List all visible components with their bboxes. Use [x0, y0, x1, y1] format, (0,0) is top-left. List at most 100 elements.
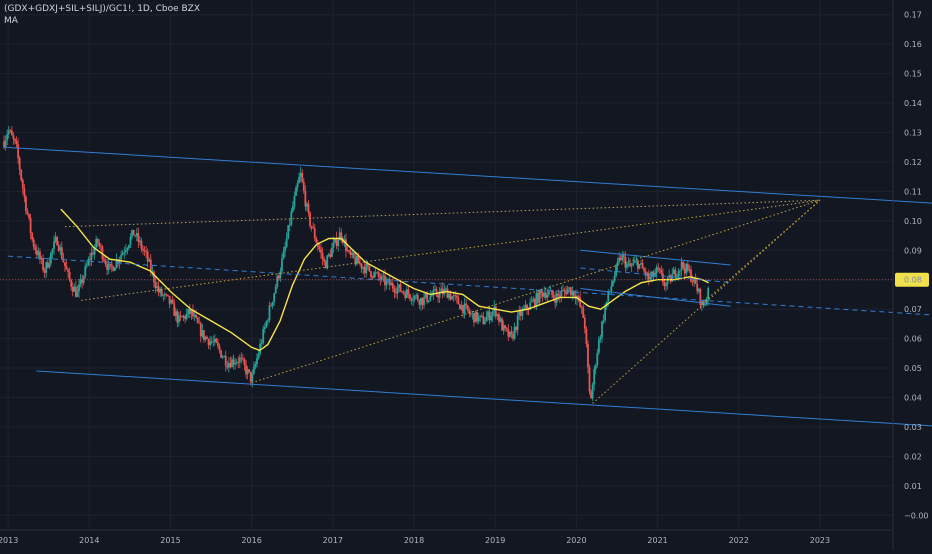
candle-body — [129, 236, 132, 245]
candle-body — [618, 257, 621, 262]
candle-body — [82, 276, 85, 283]
candle-body — [691, 281, 694, 283]
candle-body — [668, 275, 671, 278]
candle-body — [551, 290, 553, 296]
candle-body — [31, 233, 34, 240]
candle-body — [293, 195, 296, 206]
candle-body — [626, 263, 628, 268]
trendline[interactable] — [580, 288, 731, 307]
time-tick-label: 2020 — [566, 536, 586, 545]
candle-body — [185, 313, 188, 320]
candle-body — [699, 288, 702, 306]
candle-body — [602, 320, 605, 322]
candle-body — [558, 295, 561, 297]
price-axis[interactable]: 0.17 0.16 0.15 0.14 0.13 0.12 0.11 0.10 0.09 0.08… — [892, 0, 929, 550]
candle-body — [332, 242, 335, 248]
trendline[interactable] — [4, 146, 932, 204]
candle-body — [533, 299, 536, 306]
trendlines-layer[interactable] — [4, 146, 932, 427]
candle-body — [7, 130, 10, 135]
candle-body — [109, 263, 112, 265]
candle-body — [26, 210, 29, 215]
candle-body — [142, 248, 144, 251]
candle-body — [669, 275, 672, 282]
candle-body — [591, 384, 594, 399]
candle-body — [28, 214, 30, 218]
candle-body — [424, 293, 427, 298]
price-tick-label: 0.02 — [904, 452, 922, 461]
price-tick-label: 0.15 — [904, 70, 922, 79]
candle-body — [204, 336, 207, 340]
candle-body — [437, 295, 439, 298]
candle-body — [299, 172, 302, 177]
candle-body — [137, 233, 140, 242]
candle-body — [593, 369, 596, 385]
candle-body — [473, 313, 475, 323]
trendline[interactable] — [251, 199, 821, 384]
trendline[interactable] — [36, 370, 932, 427]
candle-body — [554, 297, 557, 303]
candle-body — [621, 255, 624, 260]
candle-body — [597, 339, 600, 353]
candle-body — [451, 296, 454, 300]
candle-body — [153, 271, 155, 283]
trendline[interactable] — [580, 267, 731, 284]
candle-body — [674, 269, 677, 278]
candle-body — [29, 217, 32, 234]
candle-body — [432, 289, 435, 296]
candle-body — [513, 326, 516, 339]
candle-body — [92, 252, 94, 255]
candle-body — [476, 311, 478, 322]
candle-body — [40, 258, 43, 260]
candle-body — [96, 238, 99, 243]
candle-body — [315, 238, 318, 243]
candle-body — [215, 338, 218, 343]
candle-body — [256, 358, 258, 365]
trendline[interactable] — [580, 249, 731, 266]
candle-body — [485, 316, 488, 322]
candle-body — [99, 245, 102, 247]
indicator-label[interactable]: MA — [4, 16, 18, 26]
trendline[interactable] — [8, 255, 932, 316]
candle-body — [242, 358, 244, 360]
candle-body — [93, 247, 96, 255]
candle-body — [138, 240, 141, 242]
candle-body — [159, 288, 162, 293]
candle-body — [326, 255, 329, 269]
trendline[interactable] — [592, 199, 821, 404]
candle-body — [462, 305, 464, 314]
trendline[interactable] — [81, 199, 821, 301]
candle-body — [697, 288, 700, 292]
price-tick-label: 0.01 — [904, 482, 922, 491]
candle-body — [124, 250, 127, 253]
time-axis[interactable]: 2013 2014 2015 2016 2017 2018 2019 2020 2021 2022… — [0, 529, 893, 545]
candle-body — [25, 196, 27, 211]
candle-body — [74, 286, 77, 297]
candle-body — [151, 271, 154, 273]
candle-body — [494, 306, 497, 317]
candle-body — [454, 295, 457, 297]
candle-body — [585, 328, 588, 344]
last-price-badge — [895, 272, 929, 287]
symbol-title[interactable]: (GDX+GDXJ+SIL+SILJ)/GC1!, 1D, Cboe BZX — [4, 4, 200, 14]
candle-body — [107, 263, 110, 270]
candle-body — [167, 294, 169, 296]
candle-body — [90, 252, 93, 260]
candle-body — [134, 235, 137, 237]
candle-body — [84, 266, 87, 277]
candle-body — [604, 306, 607, 321]
candle-body — [276, 275, 279, 287]
candle-body — [145, 251, 148, 253]
candle-body — [474, 311, 477, 323]
candle-body — [633, 260, 636, 263]
candle-body — [546, 294, 549, 298]
candle-body — [46, 262, 49, 268]
candle-body — [632, 262, 635, 266]
candle-body — [178, 315, 180, 323]
candle-body — [259, 343, 261, 354]
candle-body — [349, 251, 352, 255]
candle-body — [370, 271, 372, 277]
candle-body — [374, 272, 377, 274]
